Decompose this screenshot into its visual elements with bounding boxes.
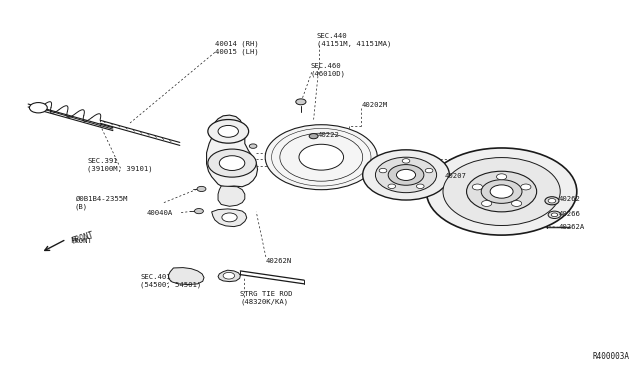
Text: 40207: 40207: [444, 173, 466, 179]
Circle shape: [467, 171, 537, 212]
Text: R400003A: R400003A: [592, 352, 629, 361]
Polygon shape: [218, 186, 245, 206]
Text: SEC.460
(46010D): SEC.460 (46010D): [310, 63, 346, 77]
Circle shape: [490, 185, 513, 198]
Text: Ø0B1B4-2355M
(B): Ø0B1B4-2355M (B): [75, 196, 127, 209]
Text: SEC.440
(41151M, 41151MA): SEC.440 (41151M, 41151MA): [317, 33, 391, 47]
Text: 40266: 40266: [559, 211, 581, 217]
Text: 40262A: 40262A: [559, 224, 585, 230]
Circle shape: [299, 144, 344, 170]
Circle shape: [309, 134, 318, 139]
Circle shape: [548, 211, 561, 218]
Text: FRONT: FRONT: [70, 238, 92, 244]
Polygon shape: [214, 115, 243, 138]
Text: STRG TIE ROD
(48320K/KA): STRG TIE ROD (48320K/KA): [241, 291, 293, 305]
Circle shape: [388, 184, 396, 189]
Text: 40222: 40222: [318, 132, 340, 138]
Circle shape: [379, 169, 387, 173]
Circle shape: [551, 213, 557, 217]
Circle shape: [220, 156, 245, 170]
Text: 40262: 40262: [559, 196, 581, 202]
Circle shape: [426, 148, 577, 235]
Circle shape: [223, 272, 235, 279]
Circle shape: [296, 99, 306, 105]
Circle shape: [376, 157, 436, 193]
Text: SEC.401
(54500, 54501): SEC.401 (54500, 54501): [140, 274, 202, 288]
Circle shape: [208, 149, 256, 177]
Circle shape: [443, 158, 560, 225]
Circle shape: [363, 150, 449, 200]
Circle shape: [481, 180, 522, 203]
Circle shape: [521, 184, 531, 190]
Circle shape: [388, 164, 424, 185]
Text: 40014 (RH)
40015 (LH): 40014 (RH) 40015 (LH): [215, 40, 259, 55]
Circle shape: [195, 209, 204, 214]
Circle shape: [222, 213, 237, 222]
Text: 40262N: 40262N: [266, 257, 292, 264]
Circle shape: [545, 197, 559, 205]
Circle shape: [425, 169, 433, 173]
Polygon shape: [207, 131, 257, 187]
Text: 40040A: 40040A: [147, 209, 173, 216]
Text: 40202M: 40202M: [362, 102, 388, 108]
Circle shape: [29, 103, 47, 113]
Text: FRONT: FRONT: [70, 230, 95, 246]
Circle shape: [265, 125, 378, 190]
Circle shape: [548, 199, 556, 203]
Circle shape: [208, 119, 248, 143]
Circle shape: [497, 174, 507, 180]
Circle shape: [197, 186, 206, 192]
Circle shape: [417, 184, 424, 189]
Circle shape: [218, 125, 239, 137]
Polygon shape: [218, 270, 241, 282]
Circle shape: [472, 184, 483, 190]
Text: SEC.391
(39100M, 39101): SEC.391 (39100M, 39101): [88, 158, 153, 171]
Circle shape: [511, 201, 522, 206]
Polygon shape: [168, 267, 204, 285]
Circle shape: [481, 201, 492, 206]
Circle shape: [249, 144, 257, 148]
Circle shape: [396, 169, 415, 180]
Circle shape: [402, 159, 410, 163]
Polygon shape: [212, 209, 246, 227]
